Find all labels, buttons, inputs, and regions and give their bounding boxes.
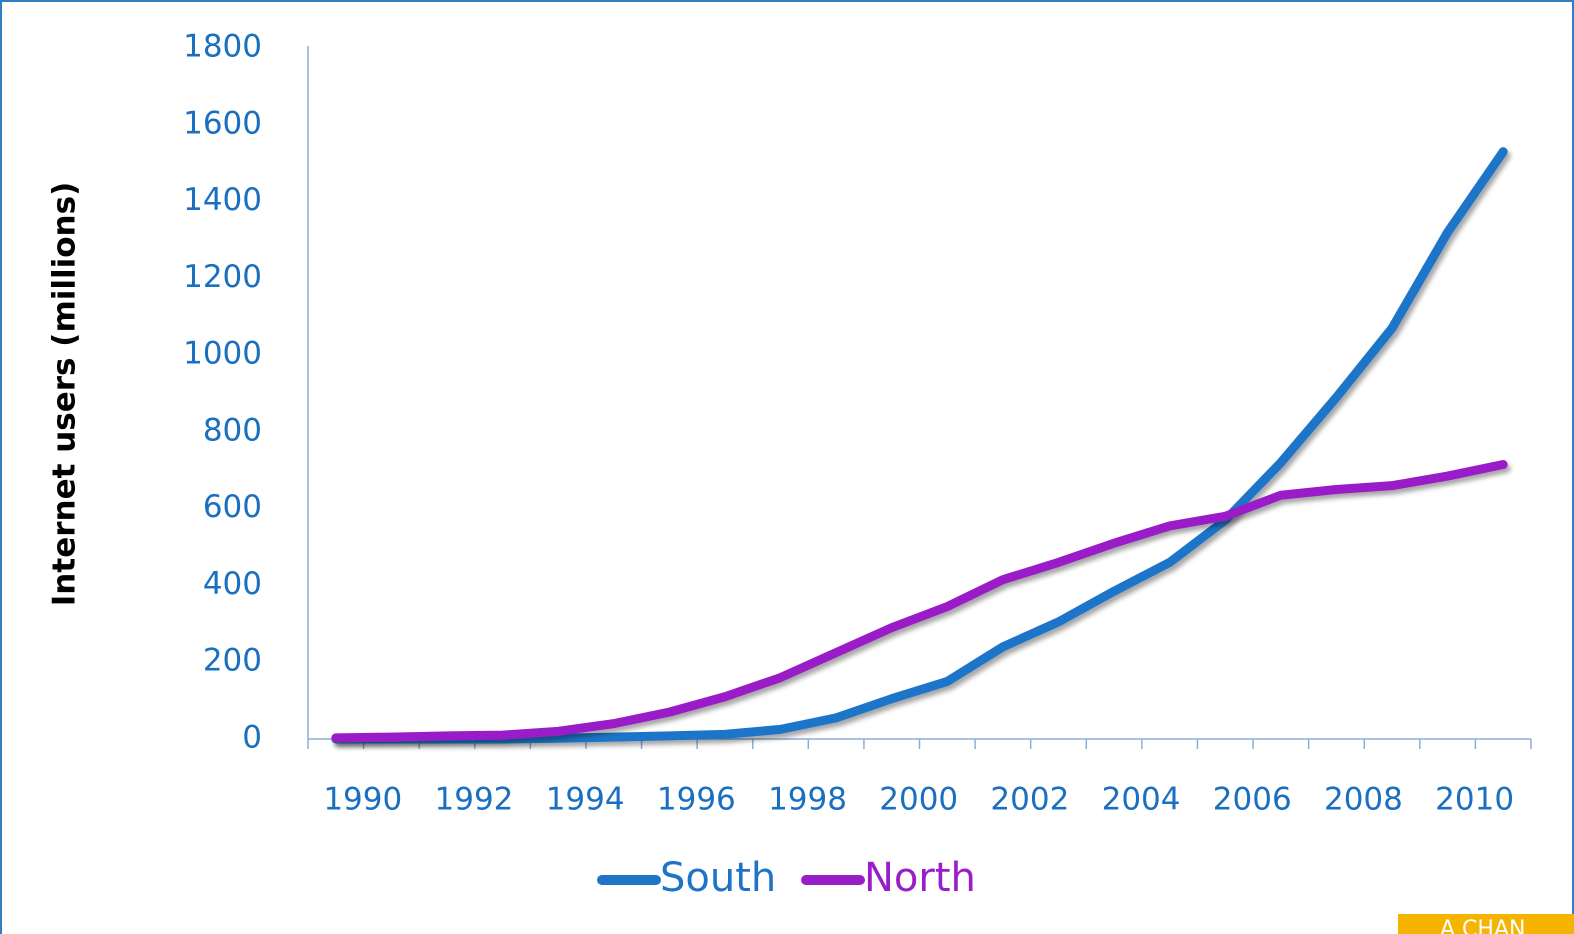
x-tick-label: 2000	[879, 782, 958, 818]
badge-bg	[1398, 914, 1574, 934]
y-tick-label: 800	[203, 412, 262, 448]
y-tick-label: 200	[203, 643, 262, 679]
annotation: A CHAN	[1440, 917, 1525, 934]
x-tick-label: 1994	[546, 782, 625, 818]
series-line	[331, 460, 1508, 743]
x-tick-label: 2010	[1435, 782, 1514, 818]
y-tick-label: 1000	[183, 336, 262, 372]
badge: A CHAN	[1398, 914, 1574, 934]
legend-label: South	[660, 855, 776, 901]
y-tick-label: 400	[203, 566, 262, 602]
legend-label: North	[864, 855, 976, 901]
x-tick-label: 2008	[1324, 782, 1403, 818]
y-axis-label: Internet users (millions)	[47, 182, 83, 606]
y-tick-label: 1200	[183, 259, 262, 295]
y-tick-label: 1800	[183, 29, 262, 65]
series-line	[331, 147, 1508, 744]
x-tick-label: 2006	[1213, 782, 1292, 818]
y-tick-label: 1600	[183, 105, 262, 141]
y-tick-label: 0	[242, 720, 262, 756]
y-tick-label: 600	[203, 489, 262, 525]
x-tick-label: 1998	[768, 782, 847, 818]
x-tick-label: 1996	[657, 782, 736, 818]
y-tick-label: 1400	[183, 182, 262, 218]
x-tick-label: 1992	[435, 782, 514, 818]
x-tick-label: 1990	[323, 782, 402, 818]
x-tick-label: 2004	[1102, 782, 1181, 818]
x-tick-label: 2002	[990, 782, 1069, 818]
